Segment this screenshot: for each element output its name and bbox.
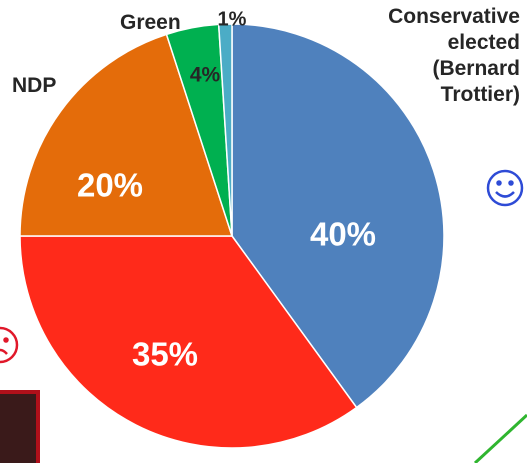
decor-line xyxy=(473,413,527,463)
pie-slice xyxy=(231,23,445,409)
value-label: 35% xyxy=(132,336,198,373)
photo xyxy=(0,390,40,463)
category-label: NDP xyxy=(12,74,57,97)
value-label: 20% xyxy=(77,167,143,204)
pie-slice xyxy=(19,33,234,237)
smiley-happy xyxy=(486,169,524,207)
pie-slice xyxy=(19,235,358,449)
value-label: 4% xyxy=(190,64,221,87)
pie xyxy=(19,23,445,449)
value-label: 40% xyxy=(310,216,376,253)
category-label: Conservative elected (Bernard Trottier) xyxy=(388,5,520,106)
pie-slice xyxy=(217,23,233,237)
value-label: 1% xyxy=(218,8,247,30)
category-label: Green xyxy=(120,11,181,34)
smiley-sad xyxy=(0,326,19,364)
